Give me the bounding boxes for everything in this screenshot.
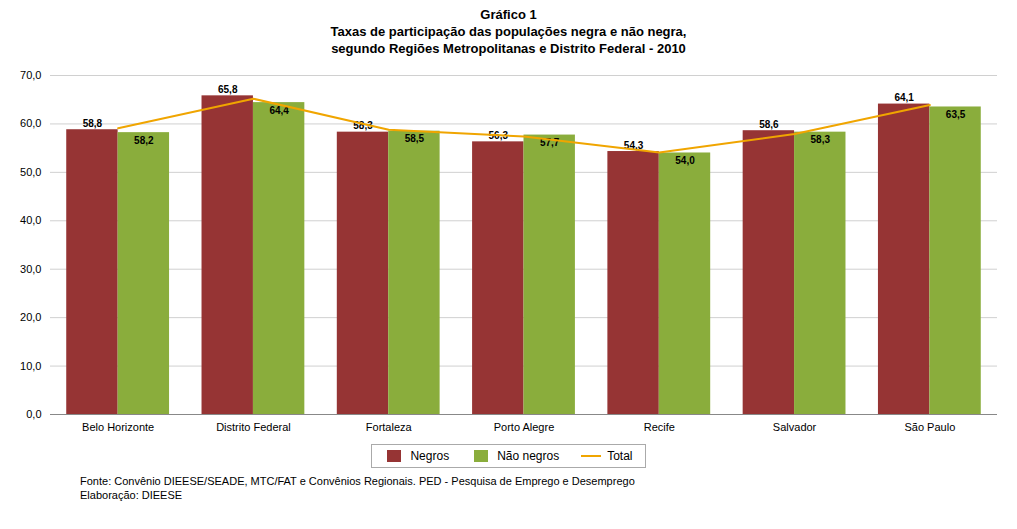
- svg-text:60,0: 60,0: [20, 117, 41, 129]
- svg-text:40,0: 40,0: [20, 214, 41, 226]
- svg-text:10,0: 10,0: [20, 360, 41, 372]
- svg-text:Distrito Federal: Distrito Federal: [216, 421, 291, 433]
- svg-text:58,3: 58,3: [811, 134, 831, 145]
- html-text:Elaboração: DIEESE: Elaboração: DIEESE: [80, 489, 183, 501]
- svg-text:Porto Alegre: Porto Alegre: [494, 421, 555, 433]
- svg-text:Belo Horizonte: Belo Horizonte: [82, 421, 154, 433]
- svg-text:58,2: 58,2: [134, 135, 154, 146]
- svg-text:57,7: 57,7: [540, 137, 560, 149]
- html-text:Fonte: Convênio DIEESE/SEADE,: Fonte: Convênio DIEESE/SEADE, MTC/FAT e …: [80, 475, 635, 487]
- svg-text:65,8: 65,8: [218, 84, 238, 95]
- svg-text:58,8: 58,8: [83, 118, 103, 129]
- html-text:Não negros: Não negros: [497, 449, 560, 463]
- svg-text:58,3: 58,3: [353, 120, 373, 132]
- svg-text:20,0: 20,0: [20, 311, 41, 323]
- svg-text:0,0: 0,0: [26, 408, 41, 420]
- svg-text:58,5: 58,5: [405, 133, 425, 144]
- svg-text:Recife: Recife: [644, 421, 675, 433]
- svg-text:54,3: 54,3: [623, 139, 644, 151]
- svg-text:54,0: 54,0: [675, 155, 695, 166]
- html-text:Negros: Negros: [410, 449, 450, 463]
- svg-text:58,6: 58,6: [759, 119, 779, 130]
- svg-text:64,1: 64,1: [894, 92, 914, 103]
- svg-text:Salvador: Salvador: [773, 421, 817, 433]
- svg-text:64,4: 64,4: [269, 104, 289, 116]
- svg-text:30,0: 30,0: [20, 263, 41, 275]
- svg-text:50,0: 50,0: [20, 166, 41, 178]
- html-text:Gráfico 1 Taxas de participaçã: Gráfico 1 Taxas de participação das popu…: [330, 7, 687, 56]
- html-text:Total: Total: [607, 449, 633, 463]
- svg-text:56,3: 56,3: [488, 129, 508, 141]
- svg-text:63,5: 63,5: [946, 109, 966, 120]
- svg-text:70,0: 70,0: [20, 69, 41, 81]
- svg-text:Fortaleza: Fortaleza: [366, 421, 413, 433]
- svg-text:São Paulo: São Paulo: [904, 421, 955, 433]
